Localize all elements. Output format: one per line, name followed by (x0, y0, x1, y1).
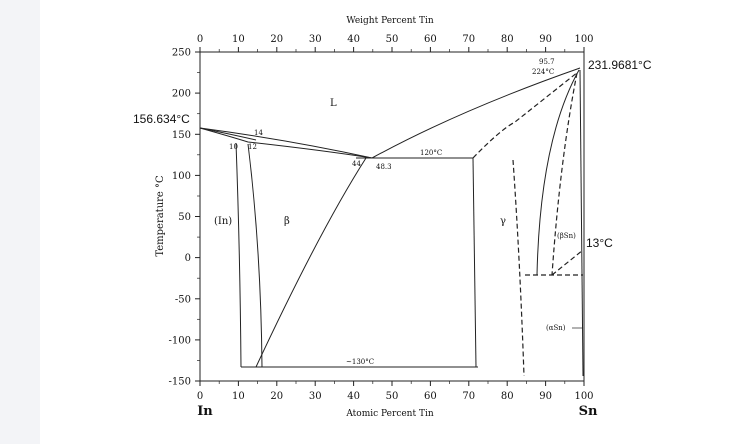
bottom-axis-title: Atomic Percent Tin (345, 409, 433, 419)
left-tick-label: -150 (169, 377, 191, 388)
bottom-tick-label: 30 (309, 391, 322, 402)
bottom-tick-label: 10 (232, 391, 245, 402)
left-tick-label: 150 (172, 130, 191, 141)
melting-point-in: 156.634°C (133, 112, 190, 126)
phase-label-alpha-sn: (αSn) (546, 324, 566, 332)
annotation-224c: 224°C (532, 68, 554, 76)
left-axis-title: Temperature °C (155, 175, 166, 257)
phase-diagram: 0 10 20 30 40 50 60 70 80 90 100 0 10 20… (133, 16, 652, 419)
top-tick-label: 50 (386, 34, 399, 45)
phase-label-beta: β (284, 216, 290, 227)
plot-frame (199, 51, 585, 382)
bottom-tick-label: 60 (424, 391, 437, 402)
bottom-tick-label: 100 (574, 391, 593, 402)
left-tick-label: 200 (172, 89, 191, 100)
annotation-44: 44 (352, 160, 361, 168)
annotation-12: 12 (248, 143, 257, 151)
annotation-14: 14 (254, 129, 263, 137)
annotation-130c: ~130°C (346, 358, 374, 366)
annotation-120c: 120°C (420, 149, 442, 157)
dashed-boundaries (472, 71, 584, 377)
top-tick-label: 10 (232, 34, 245, 45)
bottom-tick-label: 90 (539, 391, 552, 402)
bottom-tick-label: 0 (197, 391, 203, 402)
top-tick-label: 100 (574, 34, 593, 45)
phase-label-liquid: L (330, 98, 337, 109)
element-label-sn: Sn (579, 404, 598, 419)
annotation-48-3: 48.3 (376, 163, 392, 171)
top-tick-label: 40 (347, 34, 360, 45)
annotation-95-7: 95.7 (539, 58, 555, 66)
minor-tick-marks (197, 49, 566, 384)
top-tick-label: 70 (462, 34, 475, 45)
bottom-tick-label: 50 (386, 391, 399, 402)
phase-label-gamma: γ (500, 216, 506, 227)
transition-temp-sn: 13°C (586, 236, 613, 250)
left-tick-label: 0 (185, 253, 191, 264)
bottom-tick-label: 40 (347, 391, 360, 402)
left-tick-label: -50 (175, 294, 191, 305)
top-tick-label: 80 (501, 34, 514, 45)
melting-point-sn: 231.9681°C (588, 58, 652, 72)
left-tick-label: 50 (178, 212, 191, 223)
phase-label-in: (In) (214, 216, 232, 227)
top-tick-label: 30 (309, 34, 322, 45)
top-tick-label: 20 (270, 34, 283, 45)
tick-marks (195, 47, 585, 386)
phase-boundaries (199, 67, 584, 377)
top-tick-label: 0 (197, 34, 203, 45)
annotation-10: 10 (229, 143, 238, 151)
bottom-tick-label: 70 (462, 391, 475, 402)
element-label-in: In (197, 404, 213, 419)
top-tick-label: 60 (424, 34, 437, 45)
phase-label-beta-sn: (βSn) (557, 232, 576, 240)
top-axis-title: Weight Percent Tin (346, 16, 434, 26)
bottom-tick-label: 80 (501, 391, 514, 402)
top-tick-label: 90 (539, 34, 552, 45)
left-tick-label: -100 (169, 335, 191, 346)
bottom-tick-label: 20 (270, 391, 283, 402)
left-tick-label: 250 (172, 48, 191, 59)
diagram-card: 0 10 20 30 40 50 60 70 80 90 100 0 10 20… (40, 0, 750, 444)
left-tick-label: 100 (172, 171, 191, 182)
